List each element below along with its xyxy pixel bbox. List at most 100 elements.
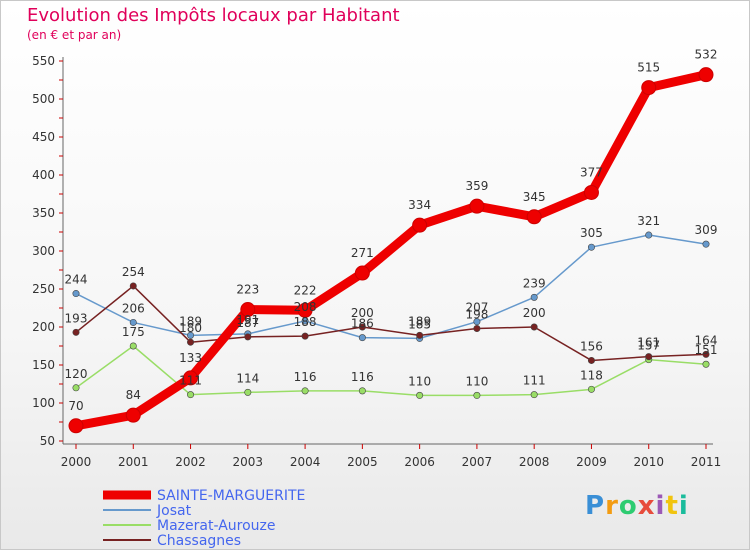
x-tick-label: 2007: [462, 455, 493, 469]
data-label: 244: [65, 273, 88, 287]
y-tick-label: 400: [32, 168, 55, 182]
legend-label: Josat: [156, 503, 192, 519]
data-label: 186: [351, 317, 374, 331]
data-point: [702, 350, 710, 358]
legend-label: Chassagnes: [157, 533, 241, 549]
data-label: 175: [122, 325, 145, 339]
data-point: [183, 370, 199, 386]
data-label: 180: [179, 321, 202, 335]
y-tick-label: 500: [32, 92, 55, 106]
x-tick-label: 2000: [61, 455, 92, 469]
x-tick-label: 2009: [576, 455, 607, 469]
data-label: 321: [637, 214, 660, 228]
data-label: 532: [695, 48, 718, 62]
data-point: [698, 67, 714, 83]
data-label: 185: [408, 317, 431, 331]
data-label: 111: [179, 374, 202, 388]
y-tick-label: 450: [32, 130, 55, 144]
data-label: 254: [122, 265, 145, 279]
x-tick-label: 2011: [691, 455, 722, 469]
y-tick-label: 250: [32, 282, 55, 296]
series-line-chassagnes: [75, 285, 707, 362]
data-label: 116: [294, 370, 317, 384]
data-point: [358, 387, 366, 395]
data-label: 110: [408, 374, 431, 388]
data-label: 193: [65, 311, 88, 325]
data-point: [702, 360, 710, 368]
data-label: 207: [465, 301, 488, 315]
data-point: [244, 388, 252, 396]
data-label: 164: [695, 333, 718, 347]
data-point: [473, 318, 481, 326]
y-tick-label: 50: [40, 434, 55, 448]
data-point: [354, 265, 370, 281]
data-label: 120: [65, 367, 88, 381]
data-label: 223: [236, 283, 259, 297]
data-label: 188: [294, 315, 317, 329]
data-point: [187, 391, 195, 399]
data-point: [72, 328, 80, 336]
x-tick-label: 2004: [290, 455, 321, 469]
data-label: 118: [580, 368, 603, 382]
logo-letter: o: [618, 491, 638, 521]
data-label: 309: [695, 223, 718, 237]
y-tick-label: 100: [32, 396, 55, 410]
x-tick-label: 2008: [519, 455, 550, 469]
y-tick-label: 350: [32, 206, 55, 220]
data-point: [416, 331, 424, 339]
data-point: [587, 385, 595, 393]
data-label: 161: [637, 336, 660, 350]
data-point: [473, 325, 481, 333]
data-label: 208: [294, 300, 317, 314]
data-point: [187, 331, 195, 339]
data-label: 111: [523, 374, 546, 388]
data-label: 116: [351, 370, 374, 384]
data-point: [469, 198, 485, 214]
x-tick-label: 2003: [233, 455, 264, 469]
data-label: 133: [179, 351, 202, 365]
data-label: 191: [236, 313, 259, 327]
logo-letter: P: [585, 491, 606, 521]
data-point: [129, 318, 137, 326]
x-tick-label: 2005: [347, 455, 378, 469]
chart-subtitle: (en € et par an): [27, 28, 122, 42]
data-point: [641, 80, 657, 96]
data-point: [68, 418, 84, 434]
data-label: 189: [179, 314, 202, 328]
data-point: [530, 323, 538, 331]
x-tick-label: 2006: [404, 455, 435, 469]
data-label: 198: [465, 308, 488, 322]
y-tick-label: 200: [32, 320, 55, 334]
data-label: 334: [408, 198, 431, 212]
data-point: [125, 407, 141, 423]
data-point: [72, 290, 80, 298]
legend-label: Mazerat-Aurouze: [157, 518, 276, 534]
data-label: 222: [294, 283, 317, 297]
data-point: [587, 243, 595, 251]
legend-label: SAINTE-MARGUERITE: [157, 488, 305, 504]
y-tick-label: 550: [32, 54, 55, 68]
data-label: 187: [236, 316, 259, 330]
data-point: [358, 334, 366, 342]
logo-letter: i: [655, 491, 666, 521]
logo-letter: r: [605, 491, 619, 521]
data-label: 377: [580, 165, 603, 179]
data-label: 114: [236, 371, 259, 385]
data-point: [72, 384, 80, 392]
data-label: 515: [637, 61, 660, 75]
data-point: [645, 231, 653, 239]
x-tick-label: 2001: [118, 455, 149, 469]
data-label: 359: [465, 179, 488, 193]
logo-letter: i: [678, 491, 689, 521]
x-tick-label: 2002: [175, 455, 206, 469]
data-label: 110: [465, 374, 488, 388]
data-label: 305: [580, 226, 603, 240]
data-point: [416, 391, 424, 399]
data-label: 84: [126, 388, 141, 402]
data-label: 200: [351, 306, 374, 320]
data-label: 70: [68, 399, 83, 413]
data-point: [530, 391, 538, 399]
data-point: [412, 217, 428, 233]
